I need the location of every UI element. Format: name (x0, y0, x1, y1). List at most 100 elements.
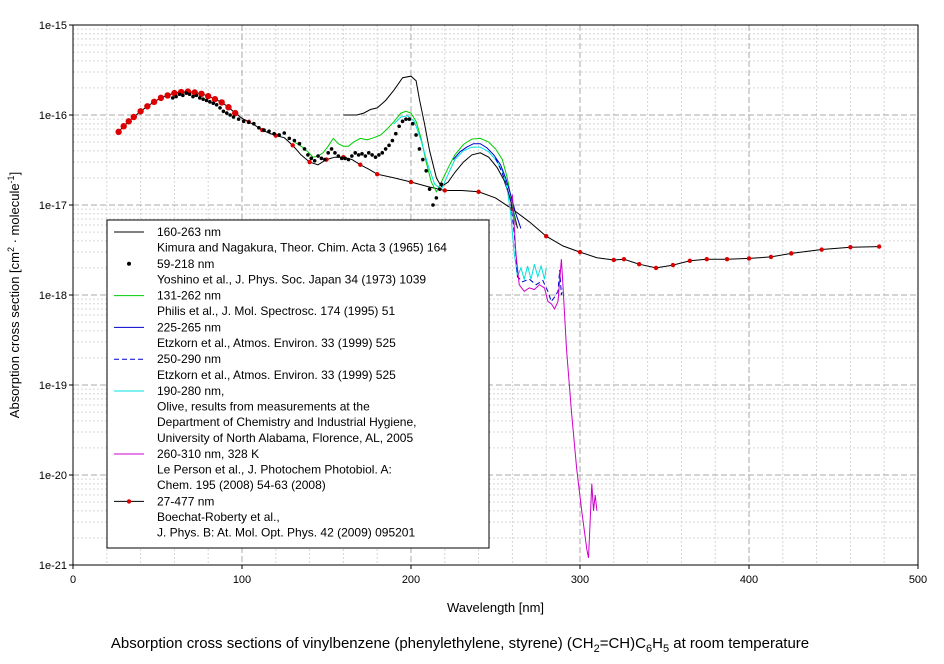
data-point (198, 90, 205, 98)
data-point (307, 159, 312, 165)
legend-entry-text: Le Person et al., J. Photochem Photobiol… (157, 463, 392, 477)
legend-entry-text: Olive, results from measurements at the (157, 400, 370, 414)
legend-symbol (114, 499, 144, 504)
data-point (621, 256, 627, 262)
data-point (282, 131, 287, 135)
data-point (277, 133, 281, 137)
legend-entry-text: Etzkorn et al., Atmos. Environ. 33 (1999… (157, 336, 396, 350)
data-point (252, 121, 256, 126)
data-point (346, 157, 351, 162)
data-point (329, 147, 334, 151)
y-tick-label: 1e-19 (39, 380, 67, 392)
data-point (789, 251, 794, 256)
legend-entry-text: 260-310 nm, 328 K (157, 447, 259, 461)
data-point (177, 92, 182, 97)
data-point (181, 93, 185, 98)
data-point (417, 147, 422, 151)
x-tick-label: 200 (402, 574, 420, 586)
y-axis-ticks: 1e-21 1e-20 1e-19 1e-18 1e-17 1e-16 1e-15 (39, 20, 73, 572)
y-tick-label: 1e-18 (39, 290, 67, 302)
series-line (511, 194, 598, 558)
data-point (819, 247, 824, 252)
series-4 (495, 158, 564, 303)
data-point (408, 179, 414, 185)
data-point (768, 254, 774, 260)
data-point (350, 154, 354, 158)
series-line (294, 110, 517, 226)
y-tick-label: 1e-20 (39, 470, 67, 482)
data-point (205, 92, 212, 100)
y-axis-title: Absorption cross section [cm2 · molecule… (6, 172, 22, 418)
data-point (397, 124, 401, 129)
data-point (636, 261, 642, 267)
data-point (115, 128, 122, 136)
x-tick-label: 100 (233, 574, 251, 586)
legend-entry-text: 131-262 nm (157, 289, 221, 303)
data-point (427, 187, 432, 191)
data-point (544, 234, 549, 239)
data-point (125, 118, 132, 125)
data-point (434, 196, 439, 200)
data-point (137, 108, 144, 115)
legend-entry-text: Chem. 195 (2008) 54-63 (2008) (157, 478, 326, 492)
series-line (452, 143, 522, 229)
data-point (262, 128, 266, 132)
legend-entry-text: 27-477 nm (157, 494, 214, 508)
data-point (373, 155, 378, 159)
data-point (246, 120, 251, 125)
series-6 (511, 194, 598, 558)
data-point (687, 258, 693, 263)
data-point (272, 131, 276, 136)
data-point (339, 156, 344, 161)
data-point (358, 162, 363, 167)
series-layer (115, 75, 882, 558)
data-point (201, 97, 205, 101)
legend-entry-text: Boechat-Roberty et al., (157, 510, 280, 524)
data-point (144, 103, 151, 110)
legend-entry-text: J. Phys. B: At. Mol. Opt. Phys. 42 (2009… (157, 526, 415, 540)
legend-entry-text: 190-280 nm, (157, 384, 224, 398)
data-point (319, 156, 324, 161)
data-point (130, 113, 138, 121)
data-point (306, 153, 310, 157)
data-point (356, 153, 361, 157)
data-point (333, 151, 337, 155)
data-point (336, 154, 341, 158)
legend-entry-text: 59-218 nm (157, 257, 214, 271)
data-point (363, 154, 368, 158)
y-tick-label: 1e-21 (39, 560, 67, 572)
data-point (241, 119, 246, 124)
data-point (225, 104, 232, 111)
data-point (232, 109, 239, 117)
x-tick-label: 400 (740, 574, 758, 586)
data-point (316, 154, 320, 158)
x-tick-label: 0 (70, 574, 76, 586)
data-point (297, 141, 302, 146)
data-point (326, 151, 330, 155)
data-point (157, 94, 165, 102)
data-point (704, 256, 709, 262)
data-point (407, 117, 412, 121)
data-point (197, 96, 202, 100)
legend-symbol (127, 261, 131, 266)
legend-entry-text: Etzkorn et al., Atmos. Environ. 33 (1999… (157, 368, 396, 382)
data-point (214, 102, 219, 107)
data-point (164, 92, 171, 99)
data-point (393, 131, 398, 136)
data-point (290, 143, 295, 148)
data-point (221, 109, 226, 114)
data-point (380, 151, 385, 155)
series-0 (343, 75, 518, 229)
legend-entry-text: Yoshino et al., J. Phys. Soc. Japan 34 (… (157, 272, 426, 286)
data-point (120, 123, 127, 130)
y-tick-label: 1e-17 (39, 200, 67, 212)
data-point (360, 152, 364, 156)
data-point (171, 89, 178, 97)
data-point (848, 244, 853, 250)
data-point (287, 136, 292, 141)
data-point (746, 256, 752, 261)
data-point (150, 98, 158, 106)
data-point (184, 91, 189, 95)
data-point (218, 99, 225, 106)
